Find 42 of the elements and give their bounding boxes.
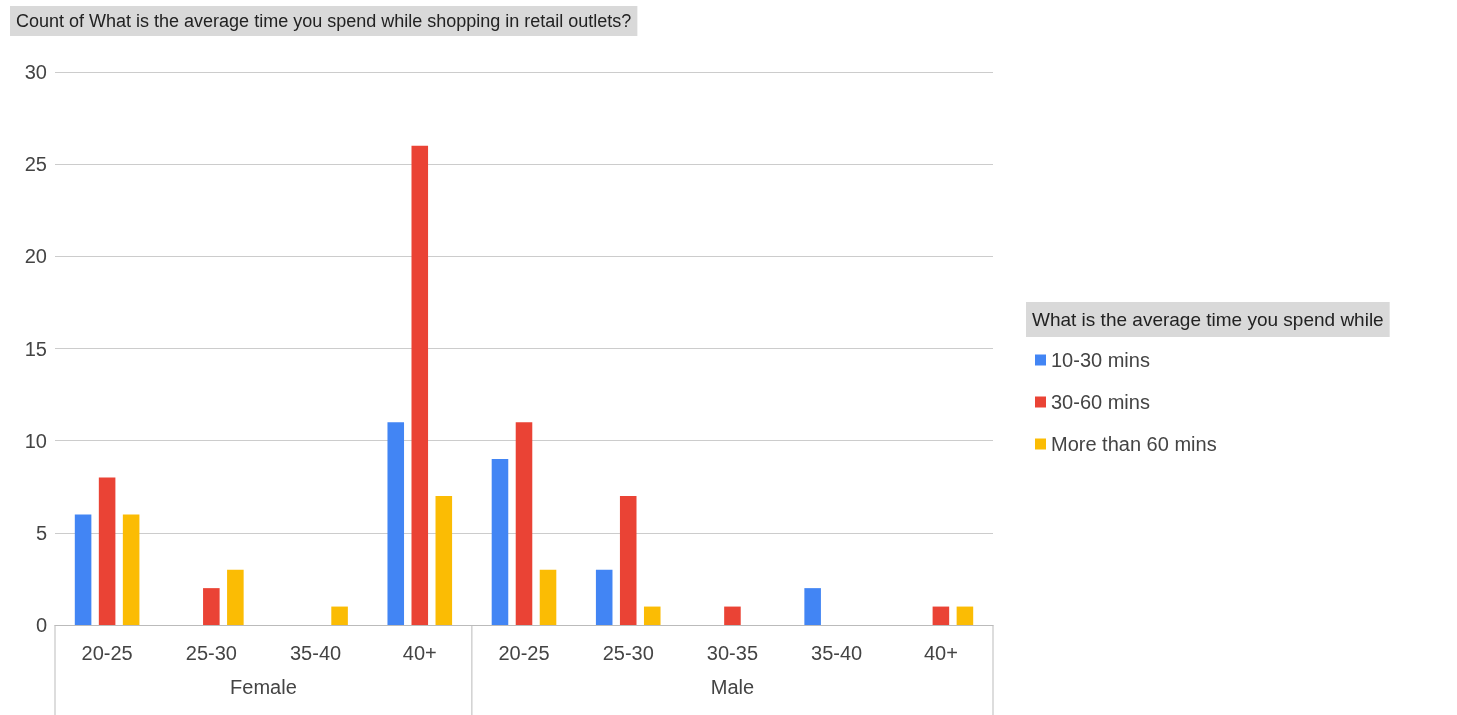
legend-label: 30-60 mins bbox=[1051, 391, 1150, 413]
x-tick-label: 20-25 bbox=[498, 642, 550, 664]
x-tick-label: 20-25 bbox=[81, 642, 133, 664]
x-tick-label: 25-30 bbox=[185, 642, 237, 664]
bar bbox=[619, 495, 637, 625]
bar bbox=[74, 514, 92, 625]
bar bbox=[515, 422, 533, 625]
bar bbox=[122, 514, 140, 625]
y-tick-label: 10 bbox=[24, 429, 47, 452]
legend-label: More than 60 mins bbox=[1051, 433, 1217, 455]
y-tick-label: 0 bbox=[35, 614, 47, 636]
bar bbox=[331, 606, 348, 625]
bar bbox=[804, 588, 821, 625]
text: Female bbox=[230, 676, 297, 698]
x-tick-label: 40+ bbox=[923, 642, 958, 664]
text: Male bbox=[710, 676, 755, 698]
bar bbox=[956, 606, 974, 625]
bar bbox=[411, 145, 429, 625]
bar bbox=[724, 606, 741, 625]
y-tick-label: 5 bbox=[35, 521, 47, 544]
y-tick-label: 25 bbox=[24, 153, 47, 176]
bar bbox=[98, 477, 116, 625]
bar bbox=[539, 569, 557, 625]
x-tick-label: 35-40 bbox=[289, 642, 342, 664]
bar bbox=[203, 588, 220, 625]
bar bbox=[227, 569, 244, 625]
y-tick-label: 30 bbox=[24, 61, 47, 83]
y-tick-label: 20 bbox=[24, 245, 47, 268]
chart-title: Count of What is the average time you spend while shopping in retail outlets? bbox=[16, 11, 632, 31]
bar bbox=[435, 495, 453, 625]
bar bbox=[491, 459, 509, 625]
x-tick-label: 40+ bbox=[402, 642, 437, 664]
bar bbox=[932, 606, 950, 625]
bar bbox=[643, 606, 661, 625]
legend-title: What is the average time you spend while bbox=[1032, 309, 1384, 330]
legend-label: 10-30 mins bbox=[1051, 349, 1150, 371]
bar bbox=[387, 422, 405, 625]
x-tick-label: 30-35 bbox=[706, 642, 759, 664]
x-tick-label: 25-30 bbox=[602, 642, 654, 664]
x-tick-label: 35-40 bbox=[811, 642, 863, 664]
bar bbox=[595, 569, 613, 625]
y-tick-label: 15 bbox=[24, 337, 47, 360]
